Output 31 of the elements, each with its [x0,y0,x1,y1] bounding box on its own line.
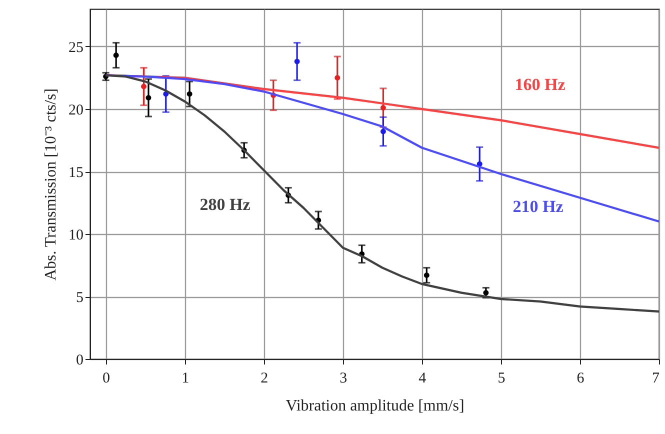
point [380,128,386,134]
y-tick-label: 5 [76,290,84,306]
x-axis-title: Vibration amplitude [mm/s] [286,398,464,414]
point [334,75,340,80]
x-tick-label: 4 [418,370,427,386]
x-tick-label: 3 [340,370,348,386]
y-tick-label: 10 [68,228,84,244]
point [146,95,152,100]
point [186,91,192,97]
series-label: 160 Hz [514,75,566,94]
y-tick-label: 0 [76,352,84,368]
line-series [104,74,659,223]
x-tick-label: 2 [260,370,268,386]
y-axis-title: Abs. Transmission [10⁻³ cts/s] [42,88,60,281]
x-tick-label: 0 [102,370,110,386]
series-label: 210 Hz [512,197,564,216]
x-tick-label: 5 [498,370,506,386]
x-tick-label: 7 [652,370,660,386]
point [483,290,489,296]
y-tick-label: 15 [68,165,84,181]
point [380,105,386,110]
line-series [104,74,659,313]
y-tick-label: 25 [68,40,84,56]
point [113,52,119,58]
series-label: 280 Hz [200,195,251,214]
y-tick-label: 20 [68,102,84,118]
point [424,272,430,278]
x-tick-label: 1 [182,370,190,386]
point [141,84,146,90]
point [294,58,300,64]
x-tick-label: 6 [576,370,585,386]
